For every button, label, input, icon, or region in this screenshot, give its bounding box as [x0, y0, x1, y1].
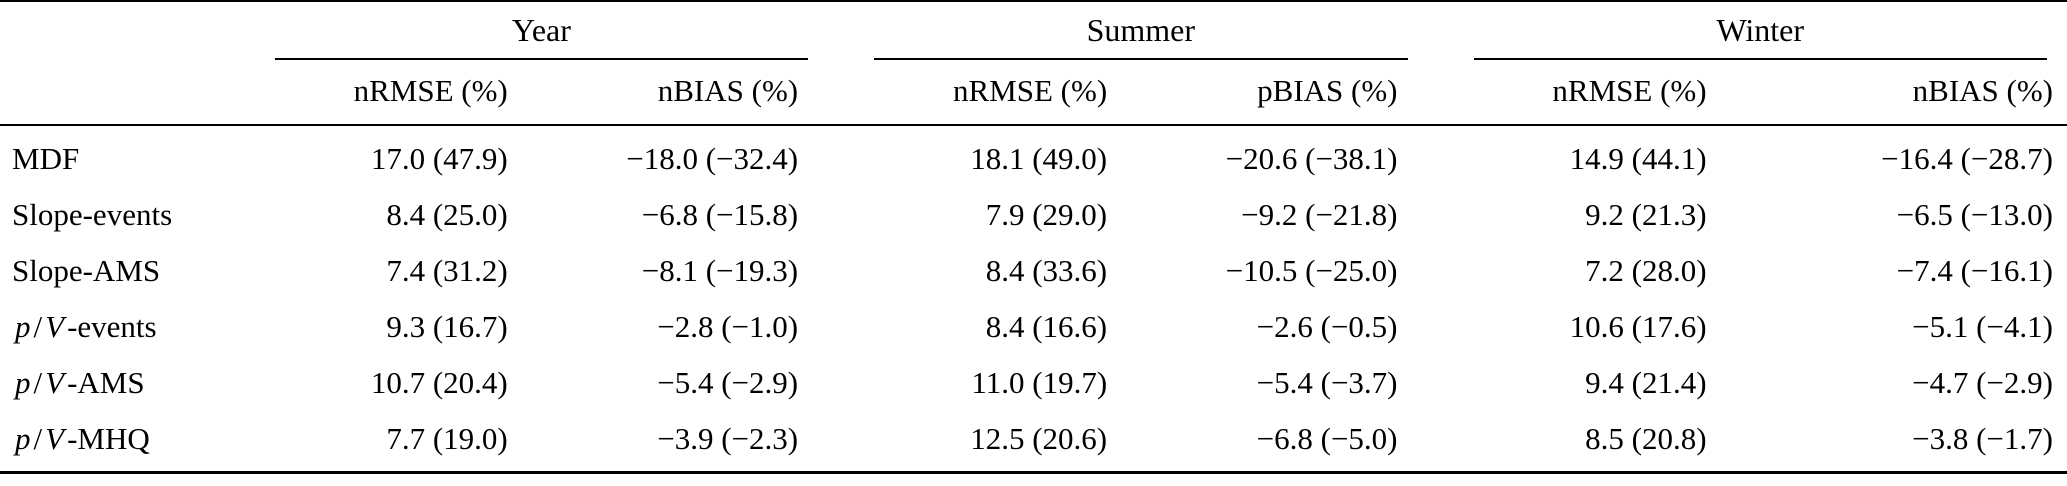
method-label-part: -MHQ	[67, 421, 150, 456]
corner-cell	[0, 1, 269, 60]
season-header-year: Year	[269, 1, 868, 60]
value-cell: 7.7 (19.0)	[386, 421, 508, 456]
method-label-italic-part: V	[45, 309, 65, 344]
value-cell: −5.4 (−3.7)	[1256, 365, 1398, 400]
season-header-winter: Winter	[1468, 1, 2067, 60]
value-cell: −3.9 (−2.3)	[657, 421, 799, 456]
value-cell: −9.2 (−21.8)	[1241, 197, 1398, 232]
value-cell: −6.8 (−5.0)	[1256, 421, 1398, 456]
col-header-winter-nrmse: nRMSE (%)	[1467, 60, 1747, 126]
method-label-part: /	[33, 365, 43, 400]
value-cell: −2.6 (−0.5)	[1256, 309, 1398, 344]
method-label-part: /	[33, 309, 43, 344]
value-cell: −7.4 (−16.1)	[1896, 253, 2053, 288]
method-label: p/V-MHQ	[0, 411, 269, 473]
value-cell: 17.0 (47.9)	[370, 141, 508, 176]
value-cell: 7.4 (31.2)	[386, 253, 508, 288]
method-label-italic-part: V	[45, 365, 65, 400]
table-row: MDF 17.0 (47.9) −18.0 (−32.4) 18.1 (49.0) −2…	[0, 125, 2067, 187]
value-cell: −5.1 (−4.1)	[1912, 309, 2053, 344]
value-cell: −2.8 (−1.0)	[657, 309, 799, 344]
value-cell: −16.4 (−28.7)	[1881, 141, 2053, 176]
value-cell: 9.4 (21.4)	[1585, 365, 1707, 400]
method-label-part: -events	[67, 309, 157, 344]
season-label-year: Year	[511, 12, 571, 48]
method-label-italic-part: p	[15, 365, 31, 400]
value-cell: −20.6 (−38.1)	[1225, 141, 1398, 176]
value-cell: 10.7 (20.4)	[370, 365, 508, 400]
value-cell: −5.4 (−2.9)	[657, 365, 799, 400]
table-row: Slope-AMS 7.4 (31.2) −8.1 (−19.3) 8.4 (33.6…	[0, 243, 2067, 299]
col-header-year-nbias: nBIAS (%)	[547, 60, 869, 126]
season-label-winter: Winter	[1716, 12, 1805, 48]
value-cell: −3.8 (−1.7)	[1912, 421, 2053, 456]
season-header-summer: Summer	[868, 1, 1467, 60]
col-header-summer-nrmse: nRMSE (%)	[868, 60, 1148, 126]
method-label-part: MDF	[12, 141, 80, 176]
value-cell: 14.9 (44.1)	[1569, 141, 1707, 176]
value-cell: −8.1 (−19.3)	[641, 253, 799, 288]
table-row: p/V-MHQ 7.7 (19.0) −3.9 (−2.3) 12.5 (20.6) −…	[0, 411, 2067, 473]
value-cell: 12.5 (20.6)	[970, 421, 1108, 456]
value-cell: 8.4 (33.6)	[985, 253, 1108, 288]
value-cell: 10.6 (17.6)	[1569, 309, 1707, 344]
table-row: p/V-AMS 10.7 (20.4) −5.4 (−2.9) 11.0 (19.7)…	[0, 355, 2067, 411]
value-cell: 7.2 (28.0)	[1585, 253, 1707, 288]
value-cell: −18.0 (−32.4)	[626, 141, 799, 176]
season-header-row: Year Summer Winter	[0, 1, 2067, 60]
value-cell: −6.5 (−13.0)	[1896, 197, 2053, 232]
value-cell: 11.0 (19.7)	[971, 365, 1108, 400]
method-label-italic-part: p	[15, 309, 31, 344]
method-label: MDF	[0, 125, 269, 187]
col-header-year-nrmse: nRMSE (%)	[268, 60, 548, 126]
value-cell: 18.1 (49.0)	[970, 141, 1108, 176]
col-header-summer-pbias: pBIAS (%)	[1147, 60, 1468, 126]
method-label: p/V-events	[0, 299, 269, 355]
method-label-part: Slope-events	[12, 197, 173, 232]
col-header-winter-nbias: nBIAS (%)	[1746, 60, 2067, 126]
season-label-summer: Summer	[1086, 12, 1196, 48]
method-label-italic-part: V	[45, 421, 65, 456]
season-underline-year: Year	[274, 2, 809, 60]
table-body: MDF 17.0 (47.9) −18.0 (−32.4) 18.1 (49.0) −2…	[0, 125, 2067, 473]
value-cell: 8.5 (20.8)	[1585, 421, 1707, 456]
value-cell: 7.9 (29.0)	[985, 197, 1108, 232]
value-cell: −6.8 (−15.8)	[641, 197, 799, 232]
method-label-part: Slope-AMS	[12, 253, 161, 288]
corner-cell	[0, 60, 269, 126]
value-cell: 8.4 (16.6)	[985, 309, 1108, 344]
season-underline-summer: Summer	[874, 2, 1408, 60]
value-cell: 9.2 (21.3)	[1585, 197, 1707, 232]
method-label: p/V-AMS	[0, 355, 269, 411]
table-row: Slope-events 8.4 (25.0) −6.8 (−15.8) 7.9 (2…	[0, 187, 2067, 243]
method-label-italic-part: p	[15, 421, 31, 456]
metric-header-row: nRMSE (%) nBIAS (%) nRMSE (%) pBIAS (%) …	[0, 60, 2067, 126]
value-cell: −4.7 (−2.9)	[1912, 365, 2053, 400]
method-label: Slope-events	[0, 187, 269, 243]
method-label: Slope-AMS	[0, 243, 269, 299]
value-cell: 9.3 (16.7)	[386, 309, 508, 344]
table-row: p/V-events 9.3 (16.7) −2.8 (−1.0) 8.4 (16.6…	[0, 299, 2067, 355]
method-label-part: -AMS	[67, 365, 145, 400]
results-table: Year Summer Winter nRMSE (%) nBIAS (%	[0, 0, 2067, 474]
value-cell: −10.5 (−25.0)	[1225, 253, 1398, 288]
method-label-part: /	[33, 421, 43, 456]
season-underline-winter: Winter	[1473, 2, 2047, 60]
value-cell: 8.4 (25.0)	[386, 197, 508, 232]
